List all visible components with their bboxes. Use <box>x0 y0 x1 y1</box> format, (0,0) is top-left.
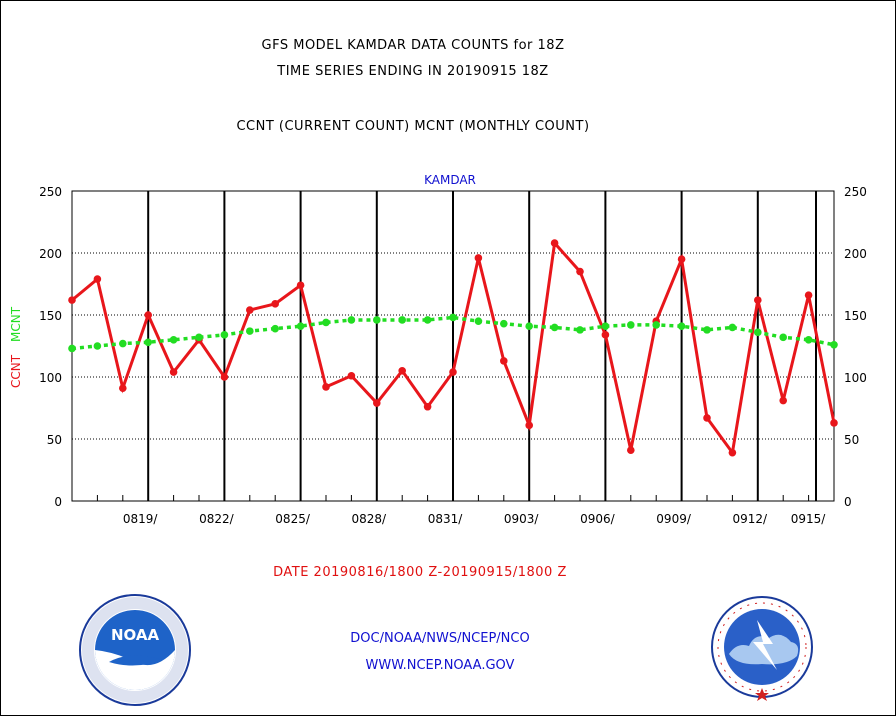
data-point-mcnt <box>119 339 127 348</box>
data-point-mcnt <box>195 333 203 342</box>
data-point-ccnt <box>449 368 457 376</box>
x-tick-label: 0825/ <box>275 512 311 526</box>
chart-title-line2: TIME SERIES ENDING IN 20190915 18Z <box>277 64 549 79</box>
nws-logo[interactable] <box>707 592 817 702</box>
data-point-mcnt <box>652 321 660 329</box>
x-tick-label: 0912/ <box>733 512 769 526</box>
y-tick-label-left: 250 <box>39 185 62 199</box>
data-point-ccnt <box>347 371 356 380</box>
data-point-ccnt <box>703 414 711 422</box>
org-link[interactable]: DOC/NOAA/NWS/NCEP/NCO <box>350 631 530 646</box>
website-link[interactable]: WWW.NCEP.NOAA.GOV <box>365 658 515 673</box>
data-point-ccnt <box>830 419 838 427</box>
data-point-mcnt <box>474 317 483 326</box>
data-point-mcnt <box>68 344 76 353</box>
data-point-ccnt <box>525 421 533 430</box>
y-tick-label-right: 150 <box>844 309 867 323</box>
noaa-logo-text: NOAA <box>111 626 160 644</box>
plot-title: KAMDAR <box>424 173 476 187</box>
data-point-mcnt <box>601 322 610 330</box>
data-point-mcnt <box>246 327 254 335</box>
x-tick-label: 0822/ <box>199 512 235 526</box>
x-tick-label: 0903/ <box>504 512 540 526</box>
data-point-ccnt <box>68 296 76 304</box>
data-point-ccnt <box>373 399 381 407</box>
y-tick-label-right: 0 <box>844 495 852 509</box>
data-point-ccnt <box>474 254 483 262</box>
chart-subtitle: CCNT (CURRENT COUNT) MCNT (MONTHLY COUNT… <box>236 119 590 134</box>
y-tick-label-left: 100 <box>39 371 62 385</box>
data-point-ccnt <box>93 275 102 283</box>
y-tick-label-left: 150 <box>39 309 62 323</box>
data-point-mcnt <box>728 323 737 332</box>
data-point-ccnt <box>322 383 330 391</box>
data-point-ccnt <box>804 291 813 299</box>
data-point-mcnt <box>804 336 813 344</box>
x-tick-label: 0831/ <box>428 512 464 526</box>
chart-title-line1: GFS MODEL KAMDAR DATA COUNTS for 18Z <box>261 38 565 53</box>
data-point-mcnt <box>627 321 635 329</box>
line-chart: 0 0 50 50 100 100 150 150 200 200 250 250 0819/0822/… <box>9 173 867 526</box>
data-point-ccnt <box>246 306 254 314</box>
data-point-ccnt <box>500 357 508 365</box>
data-point-ccnt <box>779 396 787 405</box>
data-point-mcnt <box>830 340 838 349</box>
data-point-ccnt <box>220 373 229 381</box>
data-point-mcnt <box>322 318 330 327</box>
y-axis-label-mcnt: MCNT <box>9 306 23 342</box>
data-point-ccnt <box>144 311 152 319</box>
data-point-ccnt <box>423 402 432 411</box>
data-point-mcnt <box>703 326 711 334</box>
x-tick-label: 0909/ <box>656 512 692 526</box>
y-tick-label-right: 100 <box>844 371 867 385</box>
y-tick-label-right: 50 <box>844 433 859 447</box>
data-point-ccnt <box>754 296 762 304</box>
data-point-mcnt <box>144 338 152 347</box>
data-point-mcnt <box>525 322 533 330</box>
y-tick-label-left: 50 <box>47 433 62 447</box>
data-point-mcnt <box>398 316 407 324</box>
data-point-ccnt <box>677 255 686 263</box>
x-tick-label: 0906/ <box>580 512 616 526</box>
data-point-ccnt <box>627 446 635 454</box>
data-point-mcnt <box>373 316 381 324</box>
data-point-mcnt <box>220 331 229 339</box>
data-point-ccnt <box>271 300 280 308</box>
data-point-mcnt <box>576 326 584 334</box>
y-tick-label-left: 0 <box>54 495 62 509</box>
data-point-mcnt <box>296 322 305 330</box>
noaa-logo[interactable]: NOAA <box>75 590 195 710</box>
x-tick-label: 0915/ <box>791 512 827 526</box>
data-point-mcnt <box>449 313 457 322</box>
data-point-mcnt <box>93 342 102 350</box>
y-tick-label-right: 200 <box>844 247 867 261</box>
data-point-ccnt <box>296 281 305 290</box>
data-point-ccnt <box>398 367 407 375</box>
data-point-ccnt <box>550 239 559 247</box>
data-point-ccnt <box>119 384 127 392</box>
data-point-mcnt <box>550 323 559 332</box>
data-point-mcnt <box>779 333 787 342</box>
date-range-label: DATE 20190816/1800 Z-20190915/1800 Z <box>273 565 567 580</box>
y-tick-label-right: 250 <box>844 185 867 199</box>
data-point-mcnt <box>271 324 280 333</box>
y-axis-label-ccnt: CCNT <box>9 354 23 388</box>
data-point-mcnt <box>347 316 356 324</box>
data-point-mcnt <box>169 336 178 344</box>
data-point-ccnt <box>169 368 178 376</box>
data-point-ccnt <box>601 331 610 339</box>
data-point-mcnt <box>500 319 508 328</box>
data-point-mcnt <box>754 328 762 337</box>
x-tick-label: 0819/ <box>123 512 159 526</box>
data-point-mcnt <box>677 322 686 330</box>
x-tick-label: 0828/ <box>352 512 388 526</box>
data-point-mcnt <box>423 316 432 324</box>
data-point-ccnt <box>728 448 737 457</box>
data-point-ccnt <box>576 267 584 276</box>
y-tick-label-left: 200 <box>39 247 62 261</box>
